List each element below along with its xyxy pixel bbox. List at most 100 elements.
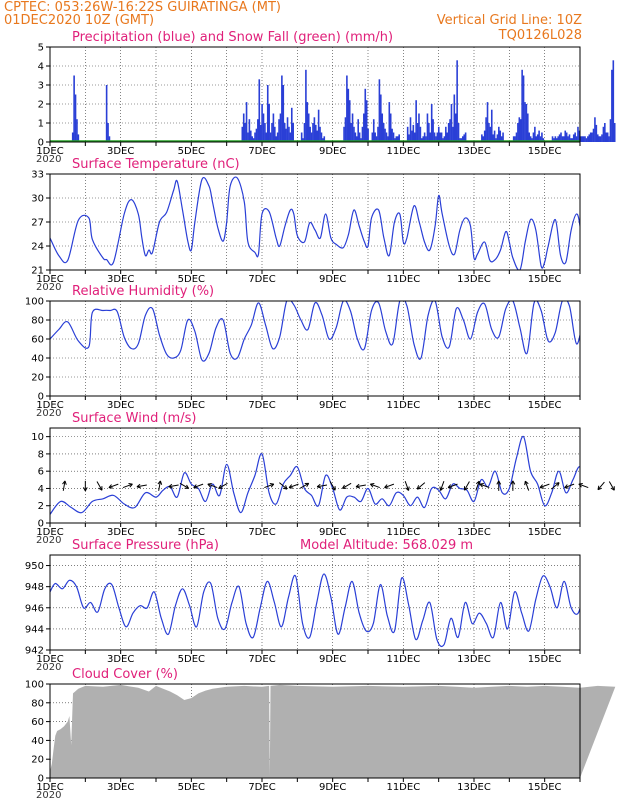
precip-bar — [392, 132, 395, 142]
cloud-xtick-label: 11DEC — [386, 782, 420, 793]
precip-bar — [387, 136, 389, 142]
cloud-xtick-label: 5DEC — [178, 782, 205, 793]
precip-bar — [519, 119, 522, 142]
wind-arrow — [168, 483, 179, 489]
precip-bar — [247, 132, 249, 142]
wind-arrow — [329, 481, 336, 491]
wind-arrow-head — [316, 486, 322, 489]
precip-bar — [307, 113, 310, 142]
precip-bar — [283, 123, 286, 142]
cloud-xtick-label: 13DEC — [457, 782, 491, 793]
wind-arrow-head — [408, 486, 410, 491]
precip-bar — [439, 132, 441, 142]
precip-bar — [536, 134, 539, 142]
wind-arrow — [108, 483, 119, 489]
wind-arrow-head — [128, 483, 133, 485]
rh-year-label: 2020 — [36, 408, 61, 419]
precip-bar — [351, 113, 354, 142]
precip-xtick-label: 1DEC — [36, 146, 63, 157]
wind-arrow-head — [193, 487, 198, 489]
rh-ytick-label: 0 — [38, 392, 44, 403]
precip-bar — [422, 136, 425, 142]
precip-bar — [485, 117, 487, 142]
precip-bar — [430, 104, 433, 142]
precip-bar — [306, 102, 309, 142]
wind-arrow-head — [136, 486, 141, 489]
wind-arrow-head — [342, 484, 345, 489]
precip-bar — [388, 102, 391, 142]
precip-bar — [105, 85, 108, 142]
precip-bar — [574, 132, 576, 142]
wind-arrow-shaft — [218, 482, 228, 489]
precip-xtick-label: 3DEC — [107, 146, 134, 157]
wind-arrow — [510, 480, 516, 491]
precip-bar — [529, 136, 532, 142]
precip-xtick-label: 13DEC — [457, 146, 491, 157]
precip-bar — [492, 134, 494, 142]
wind-arrow-head — [564, 487, 569, 489]
rh-xtick-label: 1DEC — [36, 400, 63, 411]
precip-bar — [358, 132, 361, 142]
temp-xtick-label: 1DEC — [36, 274, 63, 285]
precip-bar — [316, 130, 319, 142]
wind-arrow-head — [405, 487, 409, 491]
wind-arrow-head — [498, 480, 502, 485]
wind-arrow — [96, 481, 103, 491]
precip-bar — [604, 123, 606, 142]
wind-ytick-label: 4 — [38, 484, 44, 495]
precip-bar — [443, 136, 446, 142]
precip-bar — [575, 136, 578, 142]
temp-ytick-label: 33 — [31, 170, 44, 181]
precip-bar — [481, 134, 483, 142]
precip-bar — [580, 136, 582, 142]
precip-bar — [601, 134, 603, 142]
wind-arrow — [369, 483, 380, 489]
temp-xtick-label: 11DEC — [386, 274, 420, 285]
wind-ytick-label: 10 — [31, 432, 44, 443]
precip-bar — [244, 123, 246, 142]
wind-arrow-head — [578, 483, 583, 485]
precip-bar — [592, 128, 595, 142]
precip-bar — [461, 136, 464, 142]
precip-bar — [255, 128, 258, 142]
precip-bar — [418, 113, 420, 142]
precip-bar — [524, 102, 526, 142]
precip-bar — [563, 136, 565, 142]
precip-bar — [577, 126, 579, 142]
precip-xtick-label: 11DEC — [386, 146, 420, 157]
wind-arrow-head — [62, 480, 66, 485]
precip-xtick-label: 7DEC — [248, 146, 275, 157]
precip-bar — [371, 132, 374, 142]
wind-arrow-shaft — [447, 483, 458, 489]
rh-ytick-label: 60 — [31, 335, 44, 346]
wind-arrow-head — [512, 480, 516, 485]
wind-arrow-head — [98, 487, 103, 491]
precip-bar — [535, 136, 538, 142]
precip-bar — [77, 134, 80, 142]
precip-bar — [322, 138, 324, 142]
wind-arrow-shaft — [597, 481, 605, 491]
precip-ytick-label: 5 — [38, 43, 44, 54]
precip-bar — [490, 109, 493, 142]
precip-bar — [499, 130, 502, 142]
precip-title: Precipitation (blue) and Snow Fall (gree… — [72, 30, 393, 45]
wind-arrow-shaft — [122, 483, 133, 489]
precip-bar — [553, 138, 555, 142]
precip-bar — [565, 132, 568, 142]
rh-frame — [49, 300, 581, 397]
temp-xtick-label: 5DEC — [178, 274, 205, 285]
precip-bar — [319, 126, 321, 142]
precip-bar — [415, 100, 417, 142]
wind-arrow-head — [84, 487, 88, 492]
cloud-title: Cloud Cover (%) — [72, 667, 178, 682]
precip-bar — [292, 123, 294, 142]
wind-arrow-head — [316, 483, 321, 488]
wind-arrow-shaft — [342, 482, 352, 489]
precip-bar — [268, 104, 270, 142]
wind-arrow-head — [355, 486, 360, 489]
wind-arrow-head — [82, 487, 86, 492]
precip-bar — [522, 75, 525, 142]
precip-bar — [108, 136, 111, 142]
wind-arrow-head — [524, 480, 529, 485]
